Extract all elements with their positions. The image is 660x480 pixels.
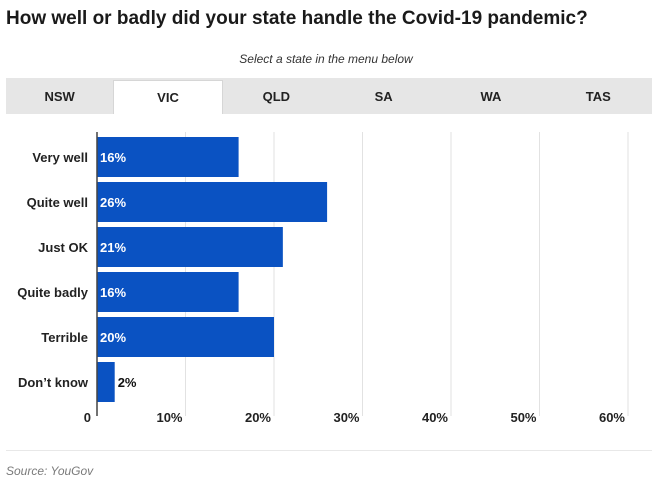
tab-qld[interactable]: QLD (262, 88, 291, 104)
y-category-label: Quite well (27, 195, 88, 210)
data-label: 21% (100, 240, 126, 255)
bar (97, 137, 239, 177)
x-tick-label: 0 (84, 410, 91, 425)
bar-chart-svg: 0 10% 20% 30% 40% 50% 60% Very well 16% Quite wel… (17, 132, 629, 425)
data-label: 20% (100, 330, 126, 345)
x-tick-label: 10% (156, 410, 182, 425)
y-category-label: Terrible (41, 330, 88, 345)
state-tab-bar: NSW VIC QLD SA WA TAS (6, 78, 652, 114)
y-category-label: Very well (32, 150, 88, 165)
bar (97, 272, 239, 312)
tab-tas[interactable]: TAS (585, 88, 611, 104)
x-tick-label: 20% (245, 410, 271, 425)
chart-subtitle: Select a state in the menu below (239, 52, 413, 66)
x-tick-label: 30% (333, 410, 359, 425)
tab-wa[interactable]: WA (480, 88, 502, 104)
bar (97, 182, 328, 222)
tab-sa[interactable]: SA (374, 88, 393, 104)
x-tick-label: 60% (599, 410, 625, 425)
y-category-label: Quite badly (17, 285, 89, 300)
data-label: 26% (100, 195, 126, 210)
chart-title: How well or badly did your state handle … (6, 8, 588, 29)
bar (97, 227, 283, 267)
bar (97, 362, 115, 402)
data-label: 16% (100, 150, 126, 165)
x-tick-label: 50% (510, 410, 536, 425)
data-label: 2% (118, 375, 137, 390)
x-tick-label: 40% (422, 410, 448, 425)
y-category-label: Don’t know (18, 375, 89, 390)
bar (97, 317, 274, 357)
data-label: 16% (100, 285, 126, 300)
footer-divider (6, 450, 652, 451)
tab-vic[interactable]: VIC (113, 80, 223, 114)
source-note: Source: YouGov (6, 464, 94, 478)
bar-chart: 0 10% 20% 30% 40% 50% 60% Very well 16% Quite wel… (0, 120, 660, 440)
y-category-label: Just OK (38, 240, 88, 255)
tab-nsw[interactable]: NSW (44, 88, 75, 104)
